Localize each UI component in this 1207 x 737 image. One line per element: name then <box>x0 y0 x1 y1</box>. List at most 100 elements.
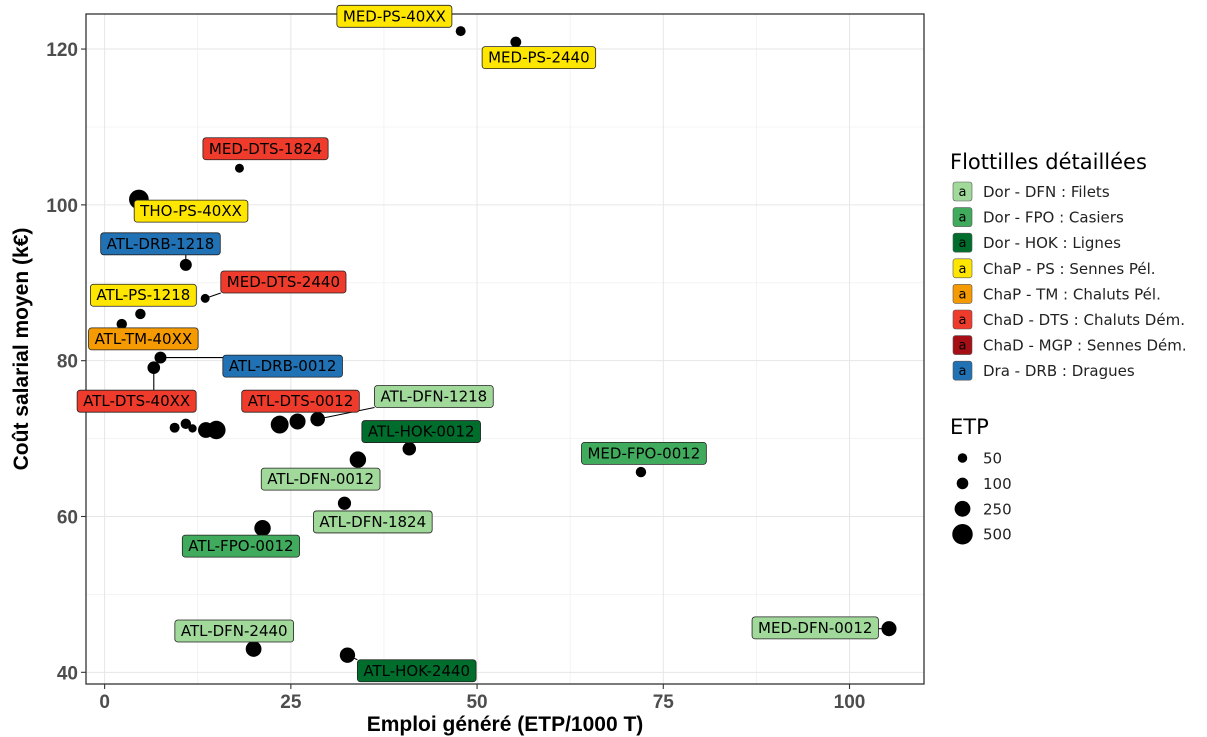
color-legend: Flottilles détaillées a Dor - DFN : Filet… <box>950 150 1187 381</box>
point-label-text: ATL-DFN-1218 <box>380 388 487 406</box>
color-legend-label: Dra - DRB : Dragues <box>983 362 1135 380</box>
size-legend-item: 100 <box>956 475 1012 493</box>
point-label: ATL-DFN-1218 <box>374 385 494 408</box>
data-point <box>635 466 647 478</box>
data-points <box>116 26 897 663</box>
size-legend-label: 250 <box>983 500 1012 518</box>
point-label-text: ATL-FPO-0012 <box>188 537 293 555</box>
color-legend-item: a Dor - HOK : Lignes <box>952 232 1121 253</box>
color-legend-title: Flottilles détaillées <box>950 150 1147 174</box>
x-tick-label: 50 <box>466 692 487 713</box>
point-label: ATL-DTS-0012 <box>241 389 360 413</box>
data-point <box>147 361 161 375</box>
x-tick-label: 75 <box>653 692 675 713</box>
point-label: ATL-TM-40XX <box>88 327 199 351</box>
point-label-text: MED-PS-2440 <box>488 49 590 67</box>
plot-panel-border <box>85 13 925 685</box>
point-label-text: ATL-DFN-1824 <box>319 513 426 531</box>
y-tick-label: 80 <box>57 352 78 373</box>
legend-key-glyph: a <box>959 211 967 226</box>
data-point <box>180 418 192 430</box>
color-legend-item: a ChaD - MGP : Sennes Dém. <box>952 335 1187 355</box>
data-point <box>402 441 417 456</box>
color-legend-item: a Dor - DFN : Filets <box>952 181 1110 202</box>
color-legend-item: a ChaP - TM : Chaluts Pél. <box>952 284 1161 304</box>
size-legend-key <box>957 453 968 463</box>
point-label: ATL-DFN-0012 <box>260 467 381 491</box>
color-legend-label: Dor - FPO : Casiers <box>983 209 1124 227</box>
point-label-box <box>260 467 381 491</box>
data-point <box>179 258 192 271</box>
data-point <box>154 351 167 364</box>
data-point <box>200 293 210 303</box>
size-legend-title: ETP <box>950 415 989 439</box>
data-point <box>289 413 306 430</box>
color-legend-label: Dor - DFN : Filets <box>983 183 1110 201</box>
grid-major <box>86 14 924 684</box>
grid-minor <box>86 14 924 684</box>
point-label-box <box>374 385 494 408</box>
data-point <box>188 424 197 433</box>
data-point <box>245 641 262 657</box>
legend-key-swatch <box>952 181 973 202</box>
point-label-text: ATL-DTS-40XX <box>83 392 190 410</box>
color-legend-item: a Dra - DRB : Dragues <box>952 360 1135 381</box>
legend-key-swatch <box>952 207 973 227</box>
point-label: ATL-HOK-0012 <box>361 420 481 443</box>
data-point <box>270 415 289 434</box>
y-axis-title: Coût salarial moyen (k€) <box>10 228 33 471</box>
point-label-box <box>356 659 477 683</box>
y-axis-ticks: 40 60 80 100 120 <box>46 40 86 684</box>
point-label-box <box>88 327 199 351</box>
point-label-text: MED-DTS-2440 <box>227 273 340 291</box>
size-legend-item: 50 <box>957 450 1002 468</box>
point-label-box <box>751 616 879 640</box>
point-label: ATL-DFN-1824 <box>312 510 433 534</box>
y-tick-label: 100 <box>46 196 78 217</box>
point-label-text: ATL-DFN-0012 <box>267 470 374 488</box>
point-label-box <box>336 4 453 28</box>
data-point <box>881 621 897 637</box>
y-tick-label: 120 <box>46 40 78 61</box>
point-label-text: ATL-TM-40XX <box>95 330 193 348</box>
x-axis-title: Emploi généré (ETP/1000 T) <box>367 713 644 736</box>
point-label-text: ATL-HOK-2440 <box>363 662 470 680</box>
label-connectors <box>153 254 889 661</box>
color-legend-label: Dor - HOK : Lignes <box>983 234 1121 252</box>
data-point <box>510 36 522 48</box>
data-point <box>337 496 352 510</box>
size-legend-key <box>954 500 971 517</box>
data-point <box>207 420 226 440</box>
size-legend: ETP 50 100 250 500 <box>950 415 1012 545</box>
data-point <box>169 422 180 433</box>
point-label-text: ATL-HOK-0012 <box>368 423 475 441</box>
legend-key-swatch <box>952 309 973 330</box>
point-label-box <box>174 619 295 643</box>
point-label-text: MED-DTS-1824 <box>209 140 322 158</box>
point-label: MED-FPO-0012 <box>581 441 707 465</box>
legend-key-swatch <box>952 284 973 304</box>
legend-key-glyph: a <box>959 262 967 277</box>
data-point <box>310 411 325 427</box>
legend-key-swatch <box>952 360 973 381</box>
size-legend-label: 50 <box>983 450 1002 468</box>
size-legend-key <box>956 477 969 490</box>
point-label: MED-DFN-0012 <box>751 616 879 640</box>
point-label-box <box>181 534 300 558</box>
legend-key-swatch <box>952 258 973 279</box>
point-label-box <box>89 283 197 307</box>
x-tick-label: 100 <box>834 692 866 713</box>
legend-key-glyph: a <box>959 236 967 251</box>
point-label: MED-DTS-1824 <box>202 137 329 161</box>
point-label: MED-PS-2440 <box>481 46 597 70</box>
point-label: MED-DTS-2440 <box>220 270 347 294</box>
point-label-text: ATL-PS-1218 <box>96 286 190 304</box>
point-label-box <box>481 46 597 70</box>
x-tick-label: 25 <box>280 692 302 713</box>
point-label-box <box>222 354 343 378</box>
point-label: ATL-DFN-2440 <box>174 619 295 643</box>
point-label: ATL-DRB-1218 <box>100 232 221 256</box>
point-label-box <box>100 232 221 256</box>
point-label-box <box>202 137 329 161</box>
